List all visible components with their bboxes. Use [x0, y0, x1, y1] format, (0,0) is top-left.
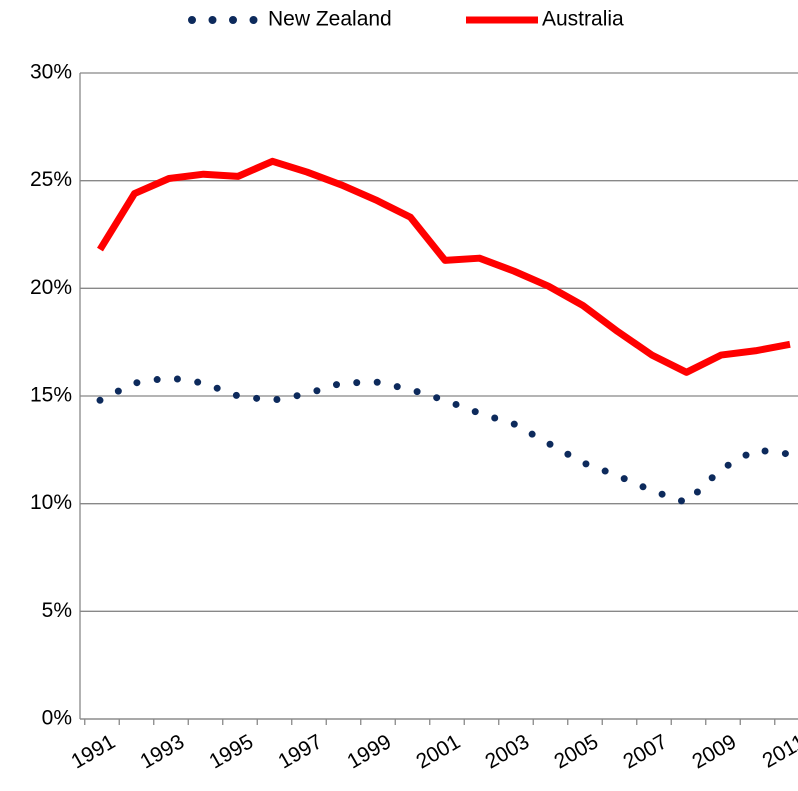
x-tick-label: 2005 [550, 730, 602, 773]
y-tick-label: 15% [30, 384, 72, 407]
y-tick-label: 30% [30, 61, 72, 84]
series-line [96, 374, 794, 507]
legend-label: Australia [542, 8, 624, 31]
x-tick-label: 1991 [67, 730, 119, 773]
x-tick-label: 2009 [688, 730, 740, 773]
x-tick-label: 1995 [205, 730, 257, 773]
x-tick-label: 1997 [274, 730, 326, 773]
x-tick-label: 2011 [759, 730, 798, 773]
series-line [97, 157, 791, 376]
legend-label: New Zealand [268, 8, 392, 31]
y-tick-label: 25% [30, 168, 72, 191]
y-tick-label: 0% [42, 707, 72, 730]
x-tick-label: 1999 [343, 730, 395, 773]
x-tick-label: 2003 [481, 730, 533, 773]
y-tick-label: 5% [42, 599, 72, 622]
y-tick-label: 10% [30, 491, 72, 514]
x-tick-label: 1993 [136, 730, 188, 773]
x-tick-label: 2007 [619, 730, 671, 773]
y-tick-label: 20% [30, 276, 72, 299]
x-tick-label: 2001 [412, 730, 464, 773]
